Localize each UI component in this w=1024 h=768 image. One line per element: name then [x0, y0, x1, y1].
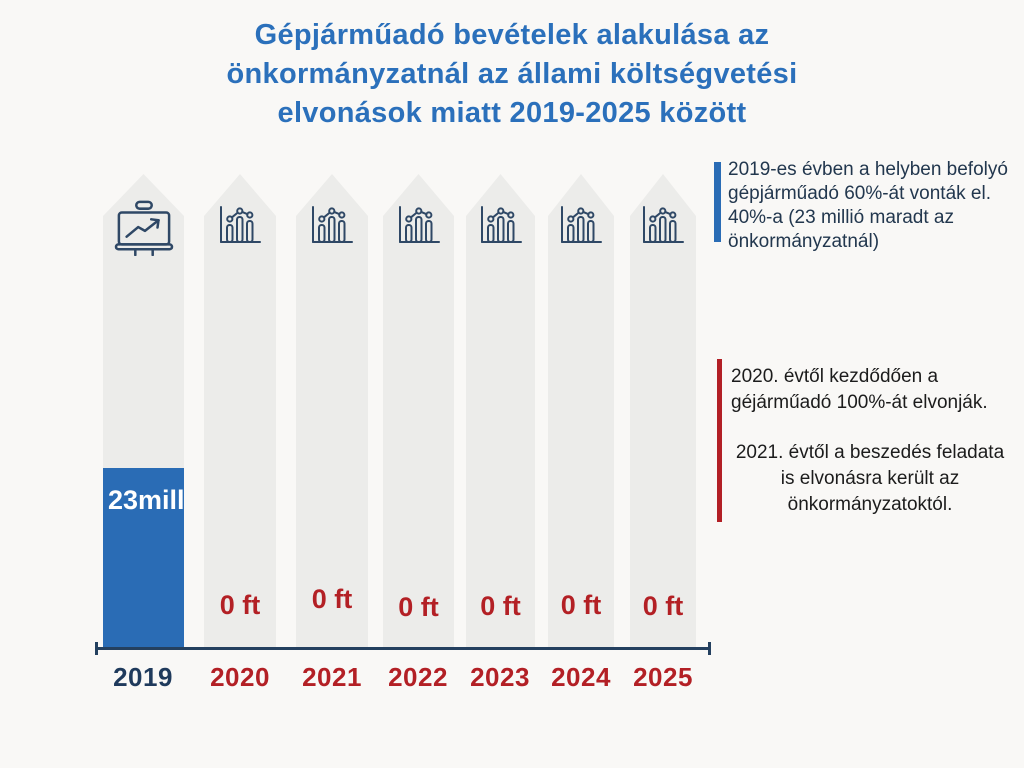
zero-label-2023: 0 ft: [480, 591, 521, 621]
x-tick-label-2020: 2020: [210, 662, 270, 692]
zero-label-2020: 0 ft: [219, 590, 261, 620]
annotation-2020-2021: 2020. évtől kezdődően a géjárműadó 100%-…: [717, 356, 1009, 522]
year-column-2024: [548, 174, 614, 648]
zero-label-2022: 0 ft: [398, 592, 439, 622]
annotation-2019-accent-bar: [714, 162, 721, 242]
x-tick-label-2022: 2022: [388, 662, 448, 692]
bar-line-chart-icon: [396, 204, 442, 246]
zero-label-2024: 0 ft: [560, 590, 602, 620]
x-axis-line: [95, 647, 711, 650]
year-column-2021: [296, 174, 368, 648]
year-column-2022: [383, 174, 454, 648]
x-tick-label-2024: 2024: [551, 662, 611, 692]
x-tick-label-2019: 2019: [113, 662, 173, 692]
x-tick-label-2023: 2023: [470, 662, 530, 692]
bar-line-chart-icon: [558, 204, 604, 246]
x-tick-label-2025: 2025: [633, 662, 693, 692]
annotation-2020-text: 2020. évtől kezdődően a géjárműadó 100%-…: [731, 366, 988, 413]
x-tick-label-2021: 2021: [302, 662, 362, 692]
annotation-2021-text: 2021. évtől a beszedés feladata is elvon…: [735, 442, 1005, 515]
year-column-2020: [204, 174, 276, 648]
chart-title: Gépjárműadó bevételek alakulása az önkor…: [226, 19, 798, 129]
bar-2019-value-label: 23mill: [108, 485, 185, 515]
year-column-2025: [630, 174, 696, 648]
bar-line-chart-icon: [640, 204, 686, 246]
x-axis-left-tick: [95, 642, 98, 655]
bar-line-chart-icon: [478, 204, 524, 246]
zero-label-2021: 0 ft: [311, 584, 353, 614]
year-column-2023: [466, 174, 535, 648]
presentation-board-icon: [113, 200, 175, 256]
zero-label-2025: 0 ft: [642, 591, 684, 621]
annotation-2019: 2019-es évben a helyben befolyó gépjármű…: [714, 158, 1014, 254]
x-axis-right-tick: [708, 642, 711, 655]
bar-line-chart-icon: [217, 204, 263, 246]
annotation-2020-2021-accent-bar: [717, 359, 722, 522]
bar-2019-value: 23mill: [103, 468, 185, 648]
annotation-2019-text: 2019-es évben a helyben befolyó gépjármű…: [728, 159, 1008, 252]
bar-line-chart-icon: [309, 204, 355, 246]
